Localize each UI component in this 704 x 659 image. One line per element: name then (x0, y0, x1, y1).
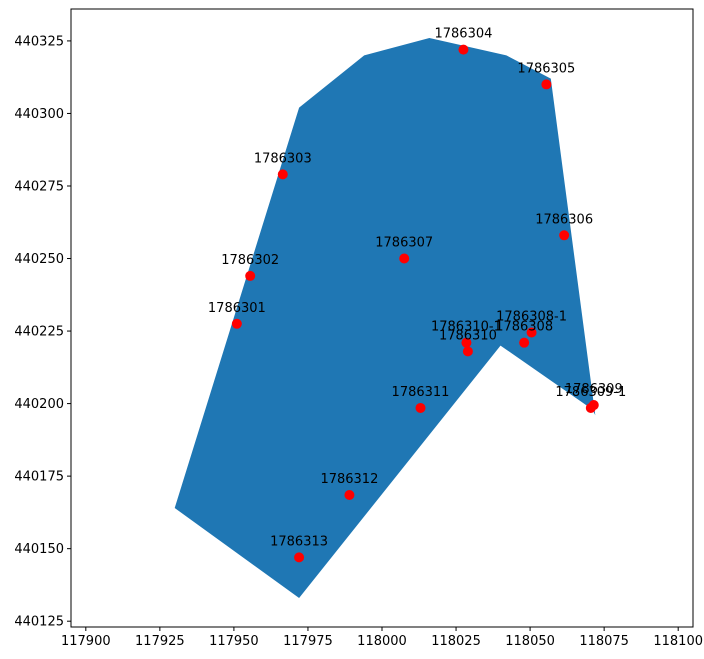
y-tick-label: 440125 (14, 615, 64, 630)
point-label: 1786308 (495, 320, 553, 335)
point-label: 1786310 (439, 328, 497, 343)
point-label: 1786309-1 (555, 385, 626, 400)
point-label: 1786309 (565, 382, 623, 397)
data-point (294, 552, 305, 563)
y-tick-label: 440150 (14, 542, 64, 557)
x-tick-label: 117925 (135, 634, 185, 649)
y-axis: 440125 440150 440175 440200 440225 440250 4402… (14, 34, 71, 630)
point-label: 1786302 (221, 253, 279, 268)
y-tick-label: 440275 (14, 179, 64, 194)
y-tick-label: 440200 (14, 397, 64, 412)
point-label: 1786307 (375, 236, 433, 251)
data-point (277, 169, 288, 180)
point-label: 1786310-1 (431, 320, 502, 335)
data-point (344, 489, 355, 500)
data-point (231, 318, 242, 329)
y-tick-label: 440300 (14, 107, 64, 122)
data-point (559, 230, 570, 241)
data-point (245, 270, 256, 281)
point-label: 1786312 (320, 472, 378, 487)
data-point (541, 79, 552, 90)
point-label: 1786305 (517, 61, 575, 76)
data-point (519, 337, 530, 348)
x-tick-label: 118025 (431, 634, 481, 649)
x-axis: 117900 117925 117950 117975 118000 118025 1180… (61, 627, 703, 649)
data-point (585, 402, 596, 413)
point-label: 1786313 (270, 534, 328, 549)
plot-frame (70, 8, 694, 628)
data-point (461, 337, 472, 348)
x-tick-label: 117975 (283, 634, 333, 649)
data-point (399, 253, 410, 264)
data-point (462, 346, 473, 357)
point-label: 1786303 (254, 151, 312, 166)
x-tick-label: 118100 (653, 634, 703, 649)
data-point (458, 44, 469, 55)
x-tick-label: 118000 (357, 634, 407, 649)
x-tick-label: 118075 (579, 634, 629, 649)
data-point (526, 327, 537, 338)
point-label: 1786308-1 (496, 310, 567, 325)
labels-layer: 1786304 1786305 1786303 1786306 1786307 17863… (208, 27, 626, 550)
y-tick-label: 440225 (14, 325, 64, 340)
data-point (415, 402, 426, 413)
point-label: 1786306 (535, 212, 593, 227)
y-tick-label: 440250 (14, 252, 64, 267)
points-layer (231, 44, 599, 563)
point-label: 1786304 (434, 27, 492, 42)
point-label: 1786301 (208, 301, 266, 316)
y-tick-label: 440175 (14, 470, 64, 485)
y-tick-label: 440325 (14, 34, 64, 49)
point-label: 1786311 (392, 385, 450, 400)
x-tick-label: 117950 (209, 634, 259, 649)
x-tick-label: 118050 (505, 634, 555, 649)
x-tick-label: 117900 (61, 634, 111, 649)
